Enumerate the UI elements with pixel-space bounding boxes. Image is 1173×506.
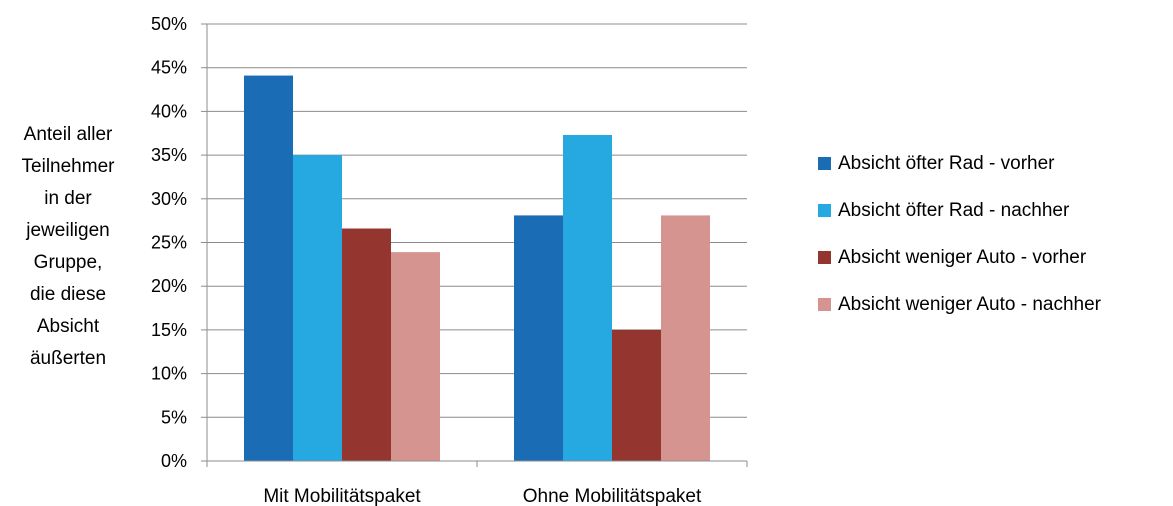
y-axis-label: Anteil aller Teilnehmer in der jeweiligen Gr…: [22, 124, 116, 369]
y-tick-label: 25%: [151, 233, 187, 253]
y-tick-label: 40%: [151, 101, 187, 121]
bar: [342, 228, 391, 461]
y-axis-label-line: jeweiligen: [25, 220, 109, 241]
category-label: Mit Mobilitätspaket: [263, 486, 421, 506]
y-axis-label-line: die diese: [30, 284, 106, 305]
y-tick-label: 30%: [151, 189, 187, 209]
bars: [244, 75, 710, 462]
y-axis-label-line: Gruppe,: [34, 252, 103, 273]
legend-label: Absicht weniger Auto - vorher: [838, 247, 1087, 268]
y-tick-label: 50%: [151, 14, 187, 34]
y-tick-label: 10%: [151, 364, 187, 384]
axes: [201, 23, 748, 467]
bar: [514, 215, 563, 461]
legend-label: Absicht öfter Rad - nachher: [838, 200, 1070, 221]
legend-swatch: [818, 251, 831, 264]
bar: [391, 252, 440, 461]
legend-swatch: [818, 298, 831, 311]
y-tick-label: 35%: [151, 145, 187, 165]
bar: [661, 215, 710, 461]
bar: [244, 75, 293, 461]
bar: [612, 329, 661, 461]
category-label: Ohne Mobilitätspaket: [523, 486, 702, 506]
legend: Absicht öfter Rad - vorher Absicht öfter …: [818, 153, 1102, 315]
y-axis-label-line: Teilnehmer: [22, 156, 116, 177]
legend-swatch: [818, 204, 831, 217]
legend-label: Absicht weniger Auto - nachher: [838, 294, 1102, 315]
legend-label: Absicht öfter Rad - vorher: [838, 153, 1055, 174]
y-tick-label: 15%: [151, 320, 187, 340]
bar: [293, 155, 342, 461]
y-axis-label-line: in der: [44, 188, 92, 209]
y-axis-label-line: Anteil aller: [24, 124, 113, 145]
category-labels: Mit Mobilitätspaket Ohne Mobilitätspaket: [263, 486, 702, 506]
y-tick-label: 20%: [151, 276, 187, 296]
y-tick-label: 0%: [161, 451, 187, 471]
y-tick-labels: 0% 5% 10% 15% 20% 25% 30% 35% 40% 45% 50%: [151, 14, 187, 471]
bar: [563, 134, 612, 462]
y-axis-label-line: Absicht: [37, 316, 100, 337]
y-tick-label: 5%: [161, 407, 187, 427]
y-tick-label: 45%: [151, 58, 187, 78]
legend-swatch: [818, 157, 831, 170]
y-axis-label-line: äußerten: [30, 348, 106, 369]
